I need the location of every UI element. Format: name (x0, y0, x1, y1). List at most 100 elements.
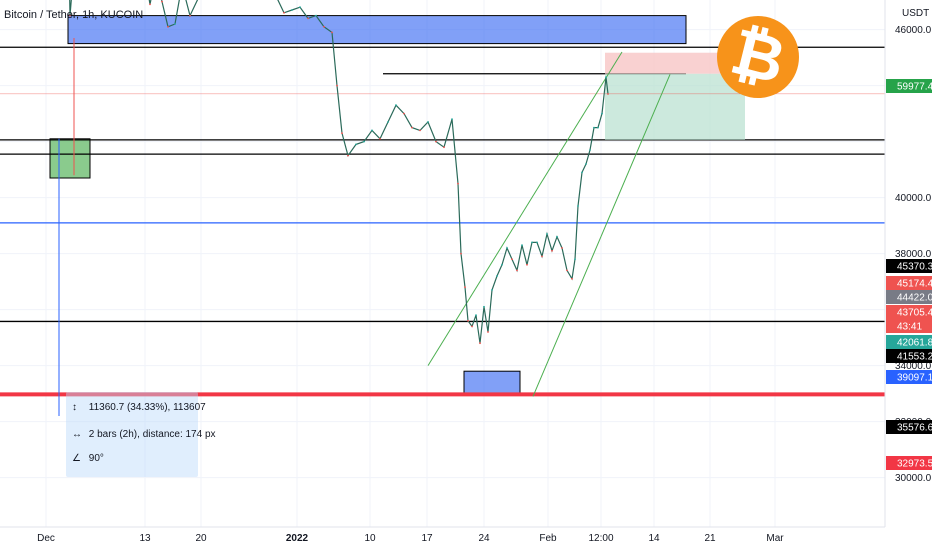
price-point (551, 249, 553, 252)
price-point (283, 11, 285, 14)
price-point (435, 140, 437, 143)
currency-label: USDT (902, 8, 929, 19)
price-point (487, 331, 489, 333)
price-point (443, 146, 445, 149)
price-badge (886, 319, 932, 333)
price-point (479, 342, 481, 345)
price-point (167, 25, 169, 28)
price-badge-label: 59977.4 (897, 82, 932, 93)
price-badge (886, 290, 932, 304)
price-point (323, 25, 325, 28)
price-point (536, 241, 538, 244)
time-tick-label: 13 (139, 533, 151, 544)
time-tick-label: 17 (421, 533, 433, 544)
channel-line (427, 51, 623, 366)
trend-channel[interactable] (427, 51, 671, 397)
time-tick-label: Mar (766, 533, 784, 544)
price-badge (886, 305, 932, 319)
angle-icon: ∠ (72, 453, 81, 464)
price-badge-label: 35576.6 (897, 423, 932, 434)
price-point (541, 255, 543, 258)
measure-bars-text: 2 bars (2h), distance: 174 px (88, 429, 216, 440)
price-point (387, 121, 389, 123)
price-tick-label: 34000.0 (895, 361, 932, 372)
chart-title: Bitcoin / Tether, 1h, KUCOIN (4, 9, 144, 21)
price-point (526, 263, 528, 266)
time-axis[interactable]: Dec 13 20 2022 10 17 24 Feb 12:00 14 21 Mar (0, 526, 885, 544)
measure-angle-row: ∠ 90° (72, 453, 104, 464)
price-point (585, 163, 587, 165)
price-point (451, 118, 453, 121)
price-range-icon: ↕ (72, 402, 77, 413)
price-point (521, 244, 523, 247)
price-point (331, 31, 333, 34)
price-point (307, 17, 309, 20)
price-point (501, 263, 503, 266)
zones (49, 15, 687, 395)
price-point (291, 9, 293, 11)
price-point (471, 325, 473, 328)
price-point (589, 149, 591, 151)
measure-line (58, 38, 75, 416)
price-point (347, 154, 349, 157)
time-tick-label: 24 (478, 533, 490, 544)
price-point (577, 205, 579, 207)
price-point (516, 269, 518, 272)
price-point (403, 112, 405, 115)
position-reward-zone (605, 73, 745, 140)
price-line (69, 0, 609, 344)
price-badge-label: 32973.5 (897, 459, 932, 470)
price-point (607, 93, 609, 95)
price-point (464, 286, 466, 289)
price-badge-label: 45370.3 (897, 262, 932, 273)
price-point (546, 233, 548, 235)
price-badge (886, 349, 932, 363)
price-point (189, 14, 191, 17)
price-point (581, 171, 583, 174)
price-point (371, 129, 373, 132)
price-badge (886, 79, 932, 93)
price-badge-label: 39097.1 (897, 373, 932, 384)
price-tick-label: 40000.0 (895, 193, 932, 204)
price-point (475, 314, 477, 317)
price-badge (886, 335, 932, 349)
price-point (566, 269, 568, 272)
price-badge-label: 44422.0 (897, 293, 932, 304)
measure-tooltip: ↕ 11360.7 (34.33%), 113607 ↔ 2 bars (2h)… (66, 392, 216, 477)
measure-price-text: 11360.7 (34.33%), 113607 (88, 402, 206, 413)
price-badge-label: 42061.8 (897, 338, 932, 349)
price-point (174, 23, 176, 25)
time-tick-label: Feb (539, 533, 557, 544)
time-tick-label: 20 (195, 533, 207, 544)
price-badge (886, 456, 932, 470)
time-tick-label: Dec (37, 533, 55, 544)
price-tick-label: 38000.0 (895, 249, 932, 260)
price-point (341, 132, 343, 135)
short-position-tool[interactable] (0, 52, 885, 140)
price-point (161, 0, 163, 3)
price-point (531, 241, 533, 244)
zone-rect (67, 15, 687, 45)
time-tick-label: 14 (648, 533, 660, 544)
price-point (496, 275, 498, 277)
price-point (605, 76, 607, 79)
time-tick-label: 2022 (286, 533, 309, 544)
position-risk-zone (605, 52, 745, 74)
channel-line (532, 74, 671, 397)
price-point (593, 126, 595, 129)
price-badge (886, 420, 932, 434)
price-point (511, 258, 513, 261)
price-point (315, 14, 317, 17)
time-tick-label: 21 (704, 533, 716, 544)
price-point (355, 143, 357, 146)
price-point (395, 104, 397, 107)
price-badge-label: 43:41 (897, 322, 922, 333)
price-point (601, 112, 603, 115)
price-point (419, 129, 421, 132)
price-point (411, 126, 413, 129)
price-point (483, 305, 485, 308)
price-point (336, 84, 338, 87)
price-point (460, 252, 462, 255)
